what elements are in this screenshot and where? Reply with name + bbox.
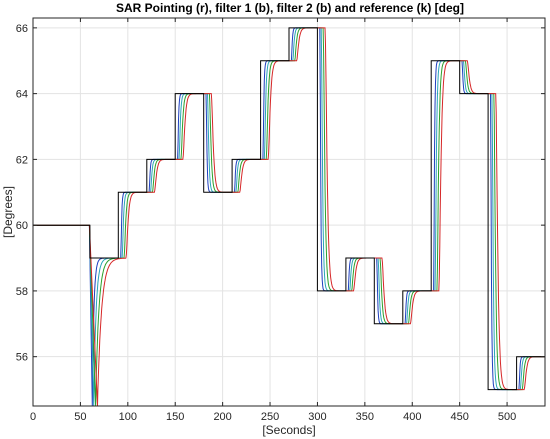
x-tick-label: 500: [498, 411, 516, 423]
x-tick-label: 150: [166, 411, 184, 423]
series-layer: [33, 27, 545, 407]
x-tick-label: 0: [30, 411, 36, 423]
y-axis-label: [Degrees]: [1, 186, 15, 238]
x-tick-label: 50: [74, 411, 86, 423]
x-tick-label: 350: [356, 411, 374, 423]
axes-frame: [32, 17, 546, 407]
plot-area: [32, 17, 546, 407]
y-tick-label: 56: [16, 352, 28, 364]
x-tick-label: 400: [403, 411, 421, 423]
x-tick-label: 450: [450, 411, 468, 423]
y-tick-label: 62: [16, 154, 28, 166]
x-axis-label: [Seconds]: [262, 423, 315, 437]
response-line-3: [33, 27, 545, 407]
y-tick-label: 64: [16, 89, 28, 101]
y-tick-label: 66: [16, 23, 28, 35]
x-tick-label: 250: [261, 411, 279, 423]
x-tick-label: 100: [119, 411, 137, 423]
y-tick-label: 58: [16, 286, 28, 298]
chart-title: SAR Pointing (r), filter 1 (b), filter 2…: [116, 1, 464, 15]
x-tick-label: 200: [213, 411, 231, 423]
tick-layer: 0 50 100 150 200 250 300 350 400 450 500 56 58 60 62 64…: [16, 18, 545, 423]
reference-line: [33, 27, 545, 391]
y-tick-label: 60: [16, 220, 28, 232]
x-tick-label: 300: [308, 411, 326, 423]
